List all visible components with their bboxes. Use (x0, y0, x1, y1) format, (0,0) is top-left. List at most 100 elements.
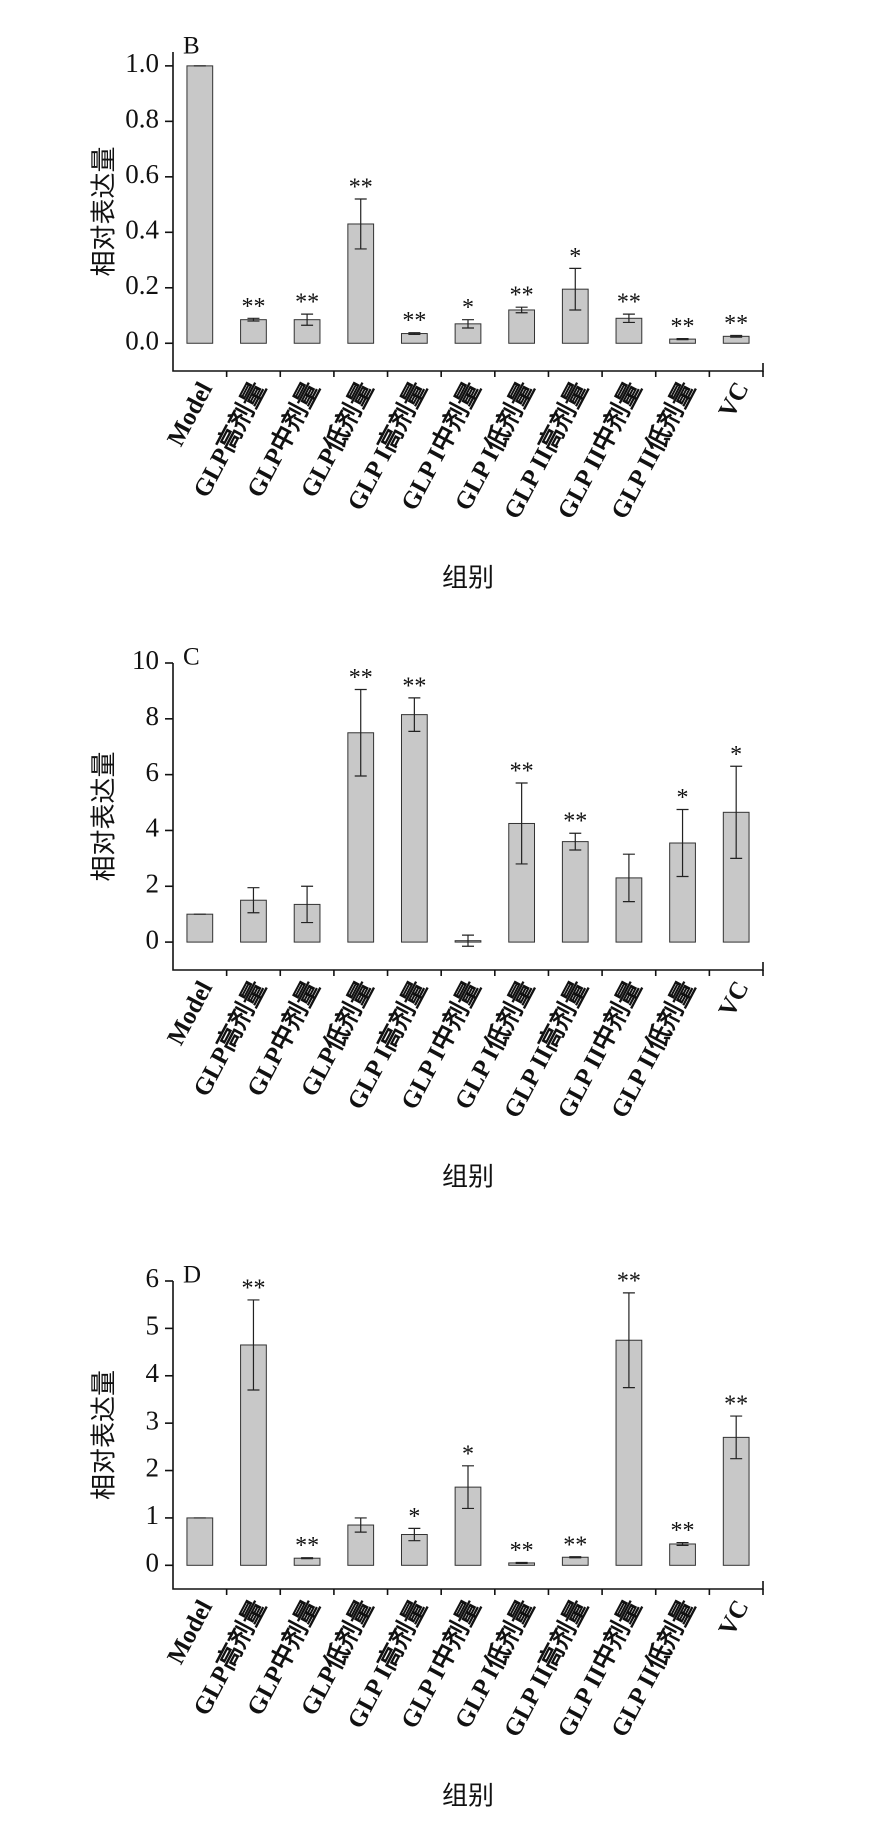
axes (172, 663, 764, 971)
y-tick-label: 4 (146, 1358, 160, 1388)
error-bar (301, 1557, 314, 1560)
significance: ** (671, 1518, 695, 1544)
significance: ** (617, 1268, 641, 1294)
error-bar (515, 782, 528, 865)
error-bar (730, 334, 743, 338)
panel-label: D (183, 1262, 201, 1289)
y-tick-label: 0.2 (125, 270, 159, 300)
error-bar (462, 319, 474, 329)
y-axis-label: 相对表达量 (90, 751, 120, 881)
y-tick-label: 2 (146, 868, 160, 898)
error-bar (462, 1465, 474, 1510)
significance: ** (724, 311, 748, 337)
y-tick-label: 6 (146, 757, 160, 787)
error-bar (515, 306, 528, 314)
x-axis-label: 组别 (442, 564, 494, 594)
significance: ** (402, 308, 426, 334)
y-axis-label: 相对表达量 (90, 1370, 120, 1500)
error-bar (622, 313, 635, 324)
error-bar (408, 332, 421, 335)
significance: * (677, 785, 689, 811)
bar (400, 333, 428, 344)
significance: ** (241, 294, 265, 320)
x-tick-label: Model (162, 977, 218, 1050)
significance: ** (295, 1533, 319, 1559)
axes (172, 52, 764, 372)
error-bar (676, 1541, 689, 1547)
y-tick-label: 1 (146, 1500, 160, 1530)
error-bar (676, 337, 689, 341)
x-tick-label: VC (714, 977, 755, 1022)
error-bar (301, 885, 314, 924)
error-bar (569, 267, 582, 311)
bar (186, 65, 214, 344)
y-tick-label: 2 (146, 1453, 160, 1483)
error-bar (408, 697, 421, 732)
y-tick-label: 3 (146, 1405, 160, 1435)
y-tick-label: 0.8 (125, 104, 159, 134)
axes (172, 1281, 764, 1590)
error-bar (569, 832, 582, 851)
error-bar (730, 765, 743, 859)
y-tick-label: 5 (146, 1311, 160, 1341)
panel-label: C (183, 644, 200, 671)
y-tick-label: 6 (146, 1263, 160, 1293)
significance: ** (563, 809, 587, 835)
bar (240, 899, 267, 943)
significance: ** (349, 175, 373, 201)
error-bar (622, 853, 635, 903)
significance: * (462, 1441, 474, 1467)
y-tick-label: 0 (146, 924, 160, 954)
bar (186, 913, 214, 943)
x-tick-label: Model (162, 1596, 218, 1669)
significance: ** (510, 759, 534, 785)
bar (561, 1556, 589, 1566)
significance: ** (295, 290, 319, 316)
panel-label: B (183, 33, 200, 60)
significance: ** (724, 1392, 748, 1418)
y-tick-label: 0.0 (125, 325, 159, 355)
bar (561, 841, 589, 943)
error-bar (408, 1527, 421, 1542)
significance: ** (402, 673, 426, 699)
y-axis-label: 相对表达量 (90, 146, 120, 276)
error-bar (730, 1415, 743, 1460)
significance: * (730, 742, 742, 768)
bar (508, 309, 536, 344)
x-axis-label: 组别 (442, 1782, 494, 1812)
error-bar (569, 1556, 582, 1559)
bar (240, 319, 267, 344)
y-tick-label: 0.4 (125, 215, 159, 245)
significance: ** (510, 283, 534, 309)
x-tick-label: VC (714, 1596, 755, 1641)
error-bar (676, 808, 689, 878)
error-bar (354, 198, 367, 250)
y-tick-label: 1.0 (125, 48, 159, 78)
significance: ** (617, 290, 641, 316)
error-bar (515, 1561, 528, 1565)
error-bar (462, 934, 474, 947)
y-tick-label: 0 (146, 1548, 160, 1578)
significance: ** (671, 314, 695, 340)
error-bar (354, 1517, 367, 1533)
bar (400, 714, 428, 943)
x-axis-label: 组别 (442, 1163, 494, 1193)
y-tick-label: 0.6 (125, 159, 159, 189)
significance: ** (349, 665, 373, 691)
y-tick-label: 8 (146, 701, 160, 731)
error-bar (301, 313, 314, 326)
error-bar (247, 1299, 260, 1391)
y-tick-label: 10 (132, 645, 159, 675)
significance: * (569, 244, 581, 270)
error-bar (622, 1292, 635, 1389)
bar (186, 1517, 214, 1566)
significance: ** (510, 1538, 534, 1564)
x-tick-label: Model (162, 378, 218, 451)
significance: ** (241, 1275, 265, 1301)
significance: * (462, 295, 474, 321)
x-tick-label: VC (714, 378, 755, 423)
error-bar (354, 688, 367, 777)
bar (669, 1543, 696, 1566)
